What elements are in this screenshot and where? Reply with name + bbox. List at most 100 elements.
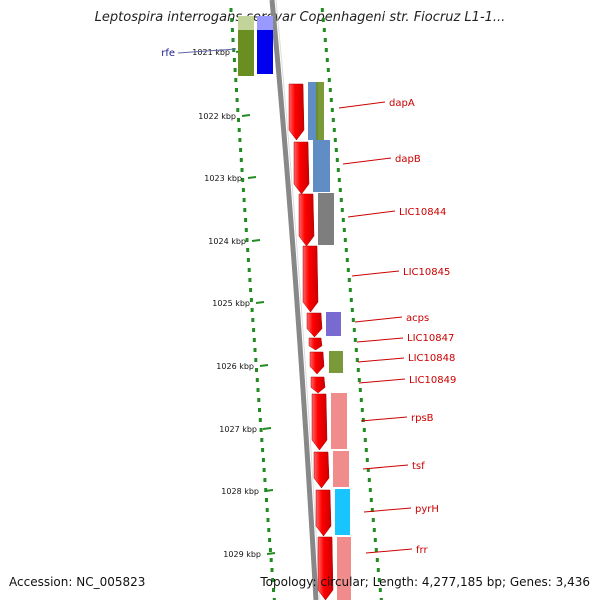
gc-skew-dot [328,88,332,92]
gene-label-lic10848: LIC10848 [408,353,455,364]
gc-skew-dot [272,598,276,600]
topology-text: Topology: circular; Length: 4,277,185 bp… [260,575,590,589]
gc-skew-dot [247,268,251,272]
cds-arrow [288,83,305,141]
gene-leader-line [358,378,406,384]
gc-skew-dot [372,528,376,532]
gene-label-rpsb: rpsB [411,413,434,424]
gc-skew-dot [235,88,238,92]
gc-skew-dot [260,438,264,442]
gene-label-lic10844: LIC10844 [399,207,446,218]
gc-skew-dot [357,378,361,382]
gene-leader-line [357,357,405,363]
gc-skew-dot [236,108,240,112]
rfe-cog-block [257,30,273,74]
gc-skew-dot [374,548,378,552]
gc-skew-dot [361,418,365,422]
gene-leader-line [342,157,392,165]
gene-label-dapb: dapB [395,154,421,165]
cog-block-tsf [333,451,349,487]
gc-skew-dot [344,248,348,252]
gene-leader-line [362,464,409,470]
gc-skew-dot [352,328,356,332]
gc-skew-dot [321,18,325,22]
gc-skew-dot [271,578,275,582]
gc-skew-dot [362,428,366,432]
gc-skew-dot [258,418,262,422]
gc-skew-dot [237,128,241,132]
gc-skew-dot [331,118,335,122]
gc-skew-dot [326,68,330,72]
gc-skew-dot [232,58,236,62]
gene-leader-line [347,210,396,218]
gene-labels: rfe dapA dapB LIC10844 LIC10845 acps LIC10847 L… [161,48,456,556]
gc-skew-dot [267,528,271,532]
cog-block-rpsb [331,393,347,449]
gene-leader-line [354,316,403,323]
ruler-tick [247,176,257,179]
gc-skew-dot [240,168,244,172]
gc-skew-dot [258,408,261,412]
gc-skew-dot [371,518,375,522]
cds-arrow [317,536,334,600]
gc-skew-dot [354,348,358,352]
gc-skew-dot [253,348,257,352]
gc-skew-dot [235,98,239,102]
gc-skew-dot [261,458,265,462]
gc-skew-dot [345,258,349,262]
gc-skew-dot [337,178,341,182]
gc-skew-dot [376,568,380,572]
gc-skew-dot [246,248,250,252]
ruler-label: 1026 kbp [216,362,254,371]
rfe-outer-block [238,30,254,76]
gc-skew-dot [335,158,339,162]
gc-skew-dot [320,8,324,12]
cds-arrow [309,351,325,375]
gc-skew-dot [346,268,350,272]
gc-skew-dot [265,508,269,512]
gc-skew-dot [365,458,369,462]
gc-skew-dot [252,328,256,332]
gene-label-lic10847: LIC10847 [407,333,454,344]
gc-skew-dot [248,278,252,282]
gc-skew-dot [257,398,261,402]
ruler-label: 1029 kbp [223,550,261,559]
gc-skew-dot [242,198,246,202]
gc-skew-dot [241,188,245,192]
gene-label-tsf: tsf [412,461,425,472]
ruler-track: 1021 kbp 1022 kbp 1023 kbp 1024 kbp 1025 kbp… [192,48,276,559]
gc-skew-dot [249,298,253,302]
gc-skew-dot [330,108,334,112]
cds-arrow [315,489,332,537]
gc-skew-dot [343,238,347,242]
gc-skew-dot [268,538,272,542]
ruler-tick [251,239,261,242]
ruler-tick [259,364,269,367]
gc-skew-dot [262,468,266,472]
gc-skew-dot [230,28,234,32]
cds-arrow [302,245,319,313]
ruler-label: 1023 kbp [204,174,242,183]
gc-skew-dot [251,318,255,322]
gene-label-rfe: rfe [161,48,175,59]
gc-skew-dot [261,448,265,452]
gc-skew-dot [269,558,273,562]
gc-skew-dot [339,198,343,202]
gc-skew-dot [350,308,354,312]
gc-skew-dot [351,318,355,322]
gc-skew-dot [244,218,248,222]
gc-skew-dot [238,138,242,142]
rfe-feature [238,16,273,76]
accession-text: Accession: NC_005823 [9,575,146,589]
gc-skew-dot [250,308,254,312]
gc-skew-dot [355,358,359,362]
gc-skew-dot [332,128,336,132]
ruler-label: 1024 kbp [208,237,246,246]
cds-arrow [313,451,330,489]
gc-skew-dot [322,28,326,32]
gc-skew-dot [341,218,345,222]
cog-block-frr [337,537,351,600]
rfe-cog-fade [257,16,273,30]
gc-skew-dot [349,298,353,302]
